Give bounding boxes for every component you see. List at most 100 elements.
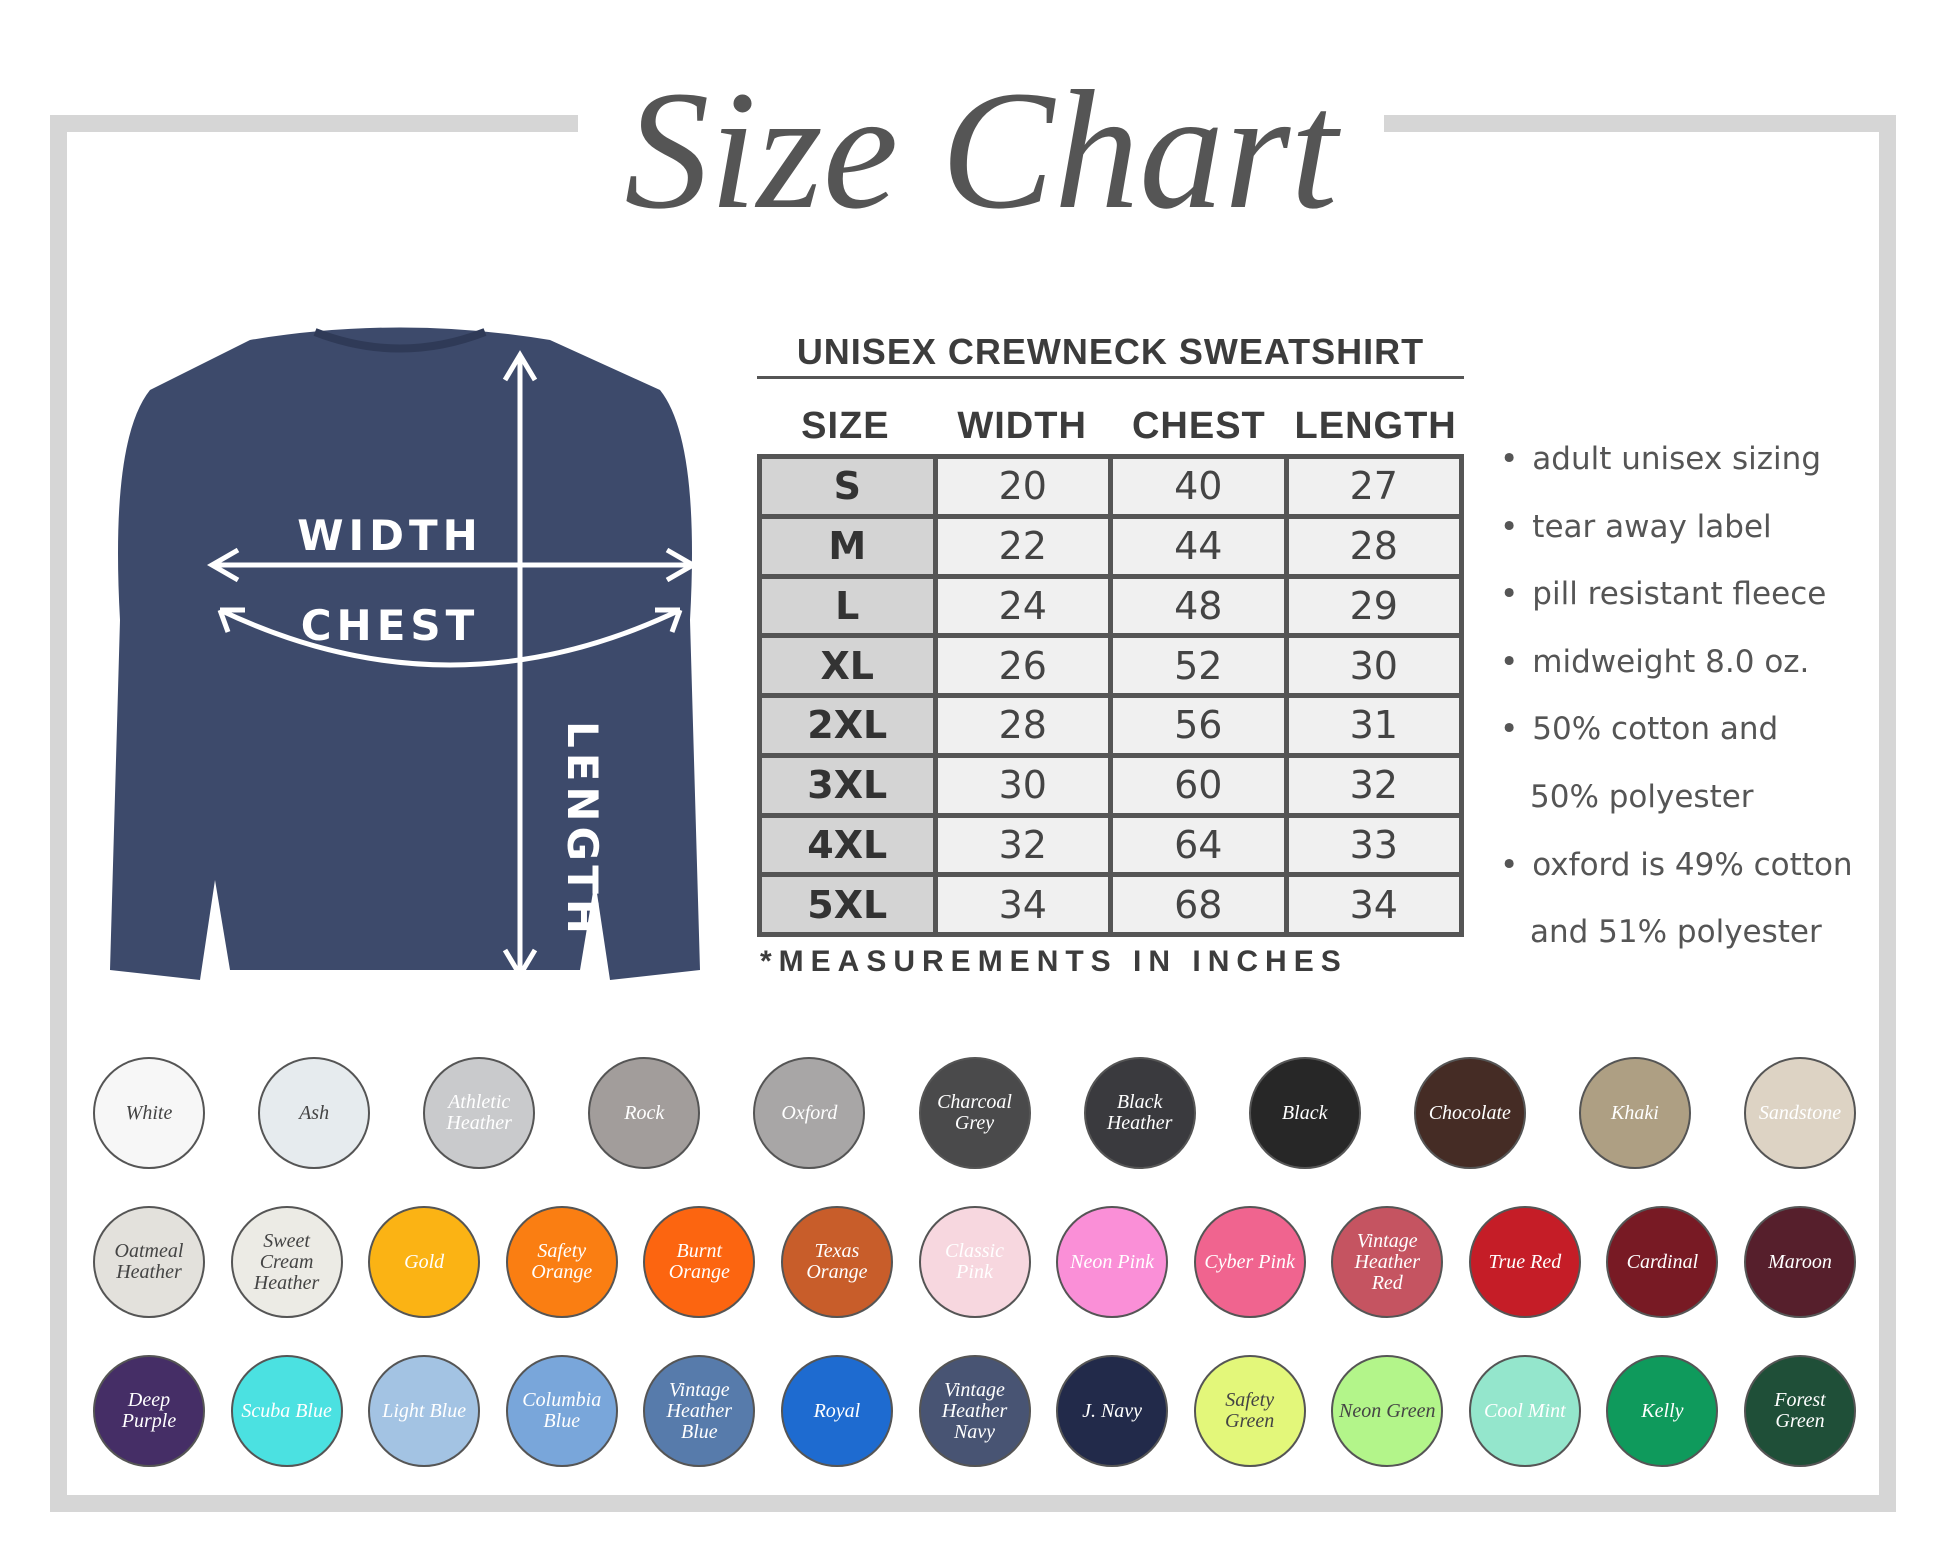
color-swatch[interactable]: White (93, 1057, 205, 1169)
color-swatch[interactable]: Forest Green (1744, 1355, 1856, 1467)
color-swatch[interactable]: Neon Green (1331, 1355, 1444, 1467)
chest-label: CHEST (301, 601, 480, 650)
width-cell: 26 (932, 633, 1113, 698)
width-arrowheads (206, 547, 699, 583)
length-cell: 34 (1283, 872, 1464, 937)
color-swatch[interactable]: Kelly (1606, 1355, 1719, 1467)
color-swatch[interactable]: Cool Mint (1468, 1355, 1581, 1467)
size-cell: M (757, 513, 938, 579)
color-swatch[interactable]: Cardinal (1606, 1206, 1719, 1318)
color-swatch[interactable]: Sandstone (1744, 1057, 1856, 1169)
color-swatch[interactable]: Vintage Heather Blue (643, 1355, 756, 1467)
color-swatch[interactable]: Columbia Blue (505, 1355, 618, 1467)
color-swatch[interactable]: Ash (258, 1057, 371, 1169)
table-row: 5XL 34 68 34 (757, 872, 1464, 937)
color-swatch[interactable]: Classic Pink (918, 1206, 1031, 1318)
size-cell: L (757, 573, 938, 639)
color-swatch[interactable]: Burnt Orange (643, 1206, 756, 1318)
color-swatch[interactable]: True Red (1468, 1206, 1581, 1318)
size-cell: 5XL (757, 872, 938, 937)
size-table: S 20 40 27 M 22 44 28 L 24 48 29 XL 26 52 30 2XL 28 56 31 3X… (757, 454, 1464, 937)
length-cell: 27 (1283, 454, 1464, 519)
sweatshirt-diagram: WIDTH CHEST LENGTH (110, 327, 700, 980)
table-row: 4XL 32 64 33 (757, 812, 1464, 878)
width-label: WIDTH (297, 511, 483, 560)
length-cell: 32 (1283, 752, 1464, 818)
chest-cell: 48 (1108, 573, 1289, 639)
feature-list: adult unisex sizing tear away label pill… (1500, 437, 1853, 978)
table-row: S 20 40 27 (757, 454, 1464, 519)
table-row: 2XL 28 56 31 (757, 693, 1464, 758)
chest-cell: 64 (1108, 812, 1289, 878)
feature-item: adult unisex sizing (1500, 437, 1853, 505)
color-swatch[interactable]: Neon Pink (1056, 1206, 1169, 1318)
color-swatch[interactable]: Vintage Heather Red (1331, 1206, 1444, 1318)
chest-cell: 68 (1108, 872, 1289, 937)
color-swatch[interactable]: Light Blue (368, 1355, 481, 1467)
feature-item: oxford is 49% cotton (1500, 843, 1852, 911)
chest-cell: 52 (1108, 633, 1289, 698)
measurement-note: *MEASUREMENTS IN INCHES (760, 945, 1348, 978)
color-swatch[interactable]: J. Navy (1056, 1355, 1169, 1467)
color-swatch[interactable]: Oatmeal Heather (93, 1206, 205, 1318)
feature-item: and 51% polyester (1530, 914, 1822, 951)
header-width: WIDTH (957, 405, 1087, 447)
color-swatch[interactable]: Scuba Blue (230, 1355, 343, 1467)
title-gap (578, 100, 1384, 140)
length-cell: 28 (1283, 513, 1464, 579)
length-cell: 31 (1283, 693, 1464, 758)
sweatshirt-shape (110, 327, 700, 980)
collar (313, 328, 487, 353)
size-table-body: S 20 40 27 M 22 44 28 L 24 48 29 XL 26 52 30 2XL 28 56 31 3X… (757, 454, 1464, 937)
table-header: SIZE WIDTH CHEST LENGTH (757, 405, 1464, 448)
color-swatch[interactable]: Gold (368, 1206, 481, 1318)
color-swatch[interactable]: Chocolate (1413, 1057, 1526, 1169)
color-swatch[interactable]: Texas Orange (780, 1206, 893, 1318)
color-swatch[interactable]: Maroon (1744, 1206, 1856, 1318)
chest-cell: 44 (1108, 513, 1289, 579)
header-size: SIZE (801, 405, 890, 447)
width-cell: 20 (932, 454, 1113, 519)
width-cell: 32 (932, 812, 1113, 878)
feature-item: 50% cotton and (1500, 707, 1853, 775)
size-cell: XL (757, 633, 938, 698)
chest-cell: 56 (1108, 693, 1289, 758)
chest-arrowheads (217, 607, 683, 633)
color-swatch[interactable]: Athletic Heather (423, 1057, 536, 1169)
color-swatch[interactable]: Safety Orange (505, 1206, 618, 1318)
color-swatch[interactable]: Black (1248, 1057, 1361, 1169)
table-row: M 22 44 28 (757, 513, 1464, 579)
width-cell: 34 (932, 872, 1113, 937)
frame-border (50, 115, 1896, 1512)
table-row: XL 26 52 30 (757, 633, 1464, 698)
color-swatch[interactable]: Vintage Heather Navy (918, 1355, 1031, 1467)
page-title: Size Chart (624, 56, 1338, 244)
length-cell: 30 (1283, 633, 1464, 698)
color-swatch[interactable]: Black Heather (1083, 1057, 1196, 1169)
width-cell: 30 (932, 752, 1113, 818)
color-swatch[interactable]: Deep Purple (93, 1355, 205, 1467)
length-cell: 33 (1283, 812, 1464, 878)
feature-item: pill resistant fleece (1500, 572, 1853, 640)
feature-item: 50% polyester (1530, 778, 1754, 815)
color-swatch[interactable]: Khaki (1578, 1057, 1691, 1169)
length-label: LENGTH (558, 721, 607, 939)
feature-item: midweight 8.0 oz. (1500, 640, 1853, 708)
color-swatch[interactable]: Cyber Pink (1193, 1206, 1306, 1318)
width-cell: 28 (932, 693, 1113, 758)
size-cell: 2XL (757, 693, 938, 758)
color-swatch[interactable]: Safety Green (1193, 1355, 1306, 1467)
color-swatch[interactable]: Charcoal Grey (918, 1057, 1031, 1169)
size-cell: 4XL (757, 812, 938, 878)
color-swatch[interactable]: Oxford (753, 1057, 866, 1169)
chest-cell: 40 (1108, 454, 1289, 519)
table-row: 3XL 30 60 32 (757, 752, 1464, 818)
color-swatch[interactable]: Rock (588, 1057, 701, 1169)
feature-item: tear away label (1500, 505, 1853, 573)
color-swatch[interactable]: Royal (780, 1355, 893, 1467)
width-cell: 22 (932, 513, 1113, 579)
chest-arrow (218, 607, 682, 668)
table-row: L 24 48 29 (757, 573, 1464, 639)
color-swatch[interactable]: Sweet Cream Heather (230, 1206, 343, 1318)
width-cell: 24 (932, 573, 1113, 639)
